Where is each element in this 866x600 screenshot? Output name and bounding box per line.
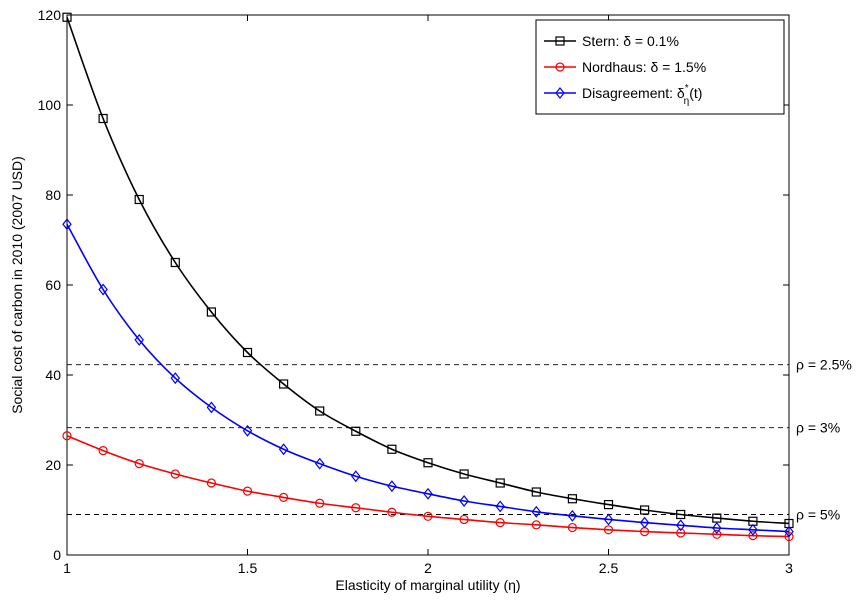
data-point bbox=[315, 406, 325, 416]
axis-ticks: 1 1.5 2 2.5 3 0 20 40 60 80 100 120 bbox=[38, 7, 793, 576]
series-3 bbox=[62, 218, 794, 538]
series-line bbox=[66, 435, 790, 538]
data-point bbox=[242, 424, 253, 437]
data-point bbox=[639, 516, 650, 529]
y-tick-label: 80 bbox=[45, 187, 61, 203]
series-line bbox=[66, 223, 790, 533]
data-point bbox=[62, 12, 72, 22]
data-point bbox=[423, 487, 433, 500]
data-point bbox=[170, 257, 180, 268]
y-tick-label: 40 bbox=[45, 367, 61, 383]
data-point bbox=[279, 379, 289, 389]
x-axis-label: Elasticity of marginal utility (η) bbox=[335, 577, 520, 593]
data-point bbox=[567, 509, 578, 522]
data-point bbox=[495, 500, 505, 513]
data-point bbox=[98, 446, 108, 456]
data-point bbox=[495, 478, 505, 488]
legend-marker bbox=[555, 87, 565, 99]
legend-marker bbox=[555, 36, 565, 46]
data-point bbox=[134, 459, 144, 469]
data-point bbox=[279, 492, 289, 502]
data-point bbox=[242, 486, 253, 496]
x-tick-label: 2 bbox=[424, 560, 432, 576]
legend-marker bbox=[555, 62, 565, 72]
series-2 bbox=[62, 431, 794, 542]
data-point bbox=[459, 469, 469, 479]
legend-entry: Disagreement: δ* η(t) bbox=[582, 83, 702, 107]
data-point bbox=[603, 525, 614, 535]
data-point bbox=[387, 480, 397, 493]
reference-lines: ρ = 2.5% ρ = 3% ρ = 5% bbox=[67, 357, 852, 523]
data-point bbox=[315, 498, 325, 508]
data-point bbox=[712, 529, 722, 539]
data-point bbox=[423, 458, 433, 468]
x-tick-label: 2.5 bbox=[599, 560, 619, 576]
data-point bbox=[134, 194, 144, 205]
legend-entry: Nordhaus: δ = 1.5% bbox=[582, 59, 706, 75]
data-point bbox=[351, 426, 361, 436]
data-point bbox=[62, 218, 72, 231]
data-point bbox=[387, 444, 397, 454]
data-point bbox=[675, 519, 686, 532]
y-tick-label: 120 bbox=[38, 7, 62, 23]
data-point bbox=[531, 487, 541, 497]
data-point bbox=[676, 528, 686, 538]
data-point bbox=[170, 372, 181, 385]
data-point bbox=[134, 333, 144, 346]
y-tick-label: 100 bbox=[38, 97, 62, 113]
data-point bbox=[748, 531, 758, 541]
data-point bbox=[784, 525, 794, 538]
y-tick-label: 0 bbox=[53, 547, 61, 563]
data-point bbox=[531, 505, 542, 518]
data-point bbox=[784, 531, 794, 542]
data-point bbox=[567, 494, 578, 504]
y-axis-label: Social cost of carbon in 2010 (2007 USD) bbox=[9, 156, 25, 414]
x-tick-label: 3 bbox=[785, 560, 793, 576]
data-point bbox=[278, 443, 289, 456]
data-point bbox=[639, 505, 650, 515]
data-point bbox=[351, 470, 361, 483]
data-point bbox=[387, 507, 397, 517]
reference-line-label: ρ = 3% bbox=[796, 420, 840, 436]
data-point bbox=[459, 495, 469, 507]
data-point bbox=[242, 347, 253, 358]
data-point bbox=[712, 522, 722, 534]
x-tick-label: 1 bbox=[63, 560, 71, 576]
data-point bbox=[206, 478, 216, 488]
data-point bbox=[748, 523, 758, 536]
reference-line-label: ρ = 5% bbox=[796, 507, 840, 523]
data-point bbox=[459, 514, 469, 525]
data-point bbox=[170, 469, 180, 479]
legend-box bbox=[535, 19, 785, 115]
data-point bbox=[603, 500, 614, 510]
data-point bbox=[62, 431, 72, 441]
data-point bbox=[567, 522, 578, 533]
y-tick-label: 20 bbox=[45, 457, 61, 473]
reference-line-label: ρ = 2.5% bbox=[796, 357, 852, 373]
legend-entry: Stern: δ = 0.1% bbox=[582, 33, 679, 49]
y-tick-label: 60 bbox=[45, 277, 61, 293]
data-point bbox=[531, 520, 541, 530]
data-point bbox=[423, 511, 433, 521]
data-point bbox=[603, 513, 614, 526]
data-point bbox=[495, 517, 505, 528]
x-tick-label: 1.5 bbox=[238, 560, 258, 576]
data-point bbox=[206, 307, 216, 317]
series-layer bbox=[62, 12, 794, 542]
legend: Stern: δ = 0.1% Nordhaus: δ = 1.5% Disagre… bbox=[535, 19, 785, 115]
data-point bbox=[206, 401, 217, 414]
data-point bbox=[314, 457, 325, 470]
data-point bbox=[351, 503, 361, 513]
data-point bbox=[98, 113, 108, 124]
data-point bbox=[98, 283, 108, 296]
data-point bbox=[676, 509, 686, 520]
